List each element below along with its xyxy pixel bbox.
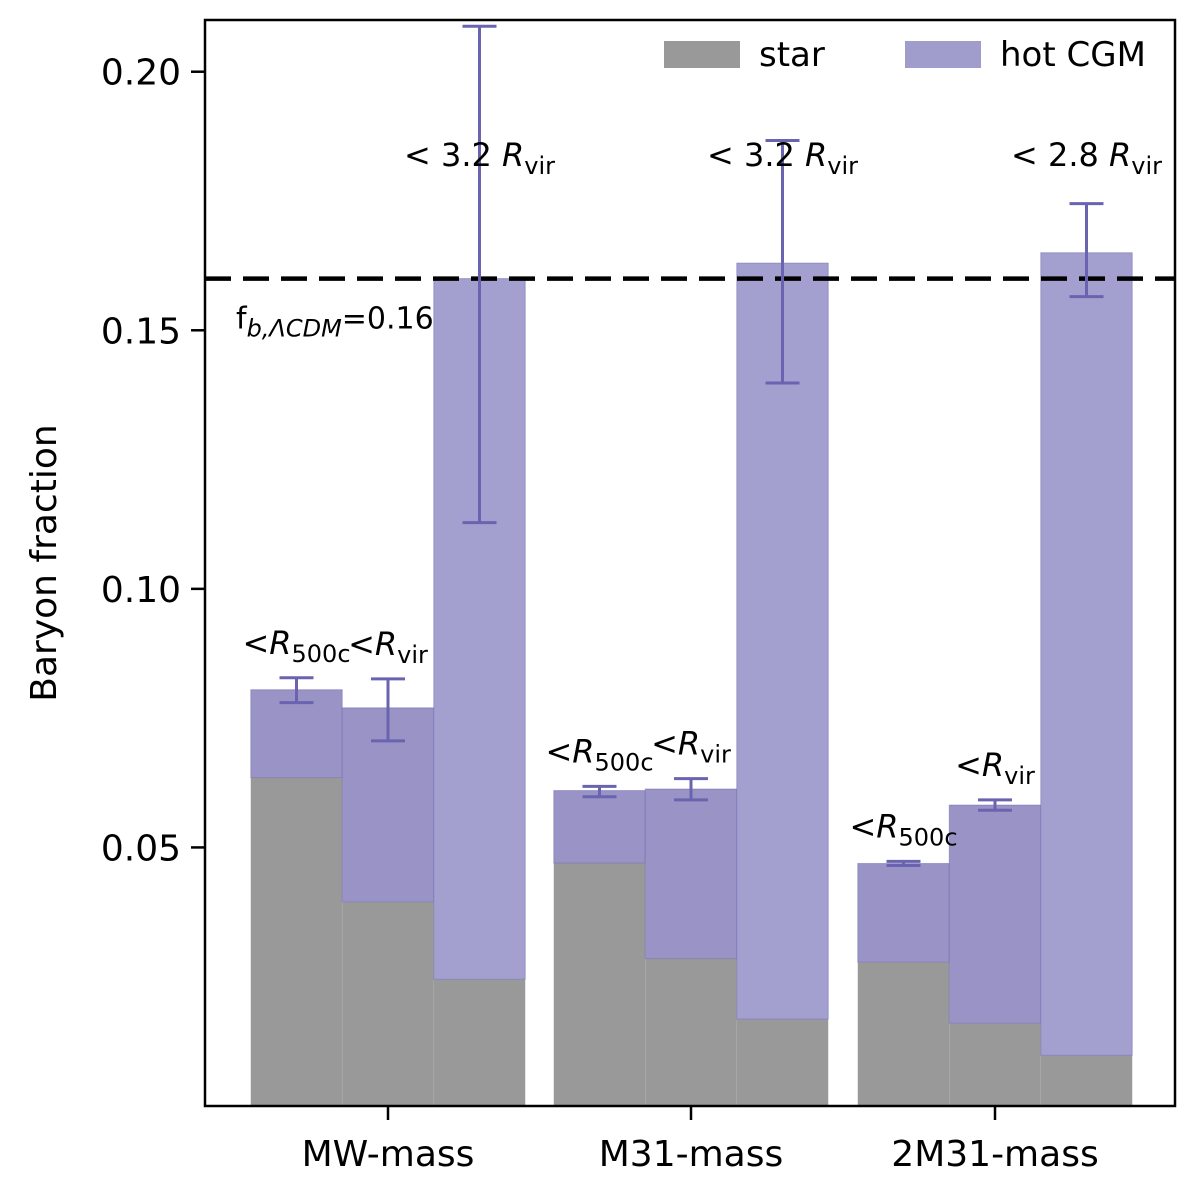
- error-bar-M31-mass-0: [582, 784, 617, 799]
- legend-swatch: [905, 41, 981, 68]
- star-bar-M31-mass-2: [736, 1019, 829, 1106]
- hot-cgm-bar-M31-mass-1: [644, 788, 738, 960]
- star-bar-MW-mass-0: [250, 777, 343, 1106]
- star-bar-2M31-mass-1: [949, 1023, 1041, 1106]
- bar-annotation-M31-mass-0: <R500c: [545, 732, 653, 776]
- error-bar-2M31-mass-1: [978, 798, 1012, 812]
- annotation-subscript: vir: [1004, 762, 1035, 790]
- bar-annotations-layer: <R500c<Rvir< 3.2 Rvir<R500c<Rvir< 3.2 Rv…: [242, 136, 1162, 851]
- error-bars-layer: [279, 24, 1104, 868]
- annotation-subscript: vir: [700, 741, 731, 769]
- annotation-variable: R: [269, 624, 291, 662]
- legend-label: hot CGM: [1000, 35, 1146, 75]
- annotation-prefix: <: [545, 732, 572, 770]
- annotation-prefix: < 3.2: [707, 136, 805, 174]
- annotation-prefix: <: [242, 624, 269, 662]
- reference-label-value: =0.16: [342, 302, 434, 337]
- annotation-subscript: vir: [1131, 152, 1162, 180]
- annotation-subscript: 500c: [899, 823, 958, 851]
- hot-cgm-bar-2M31-mass-0: [857, 862, 950, 963]
- reference-line-label: fb,ΛCDM=0.16: [236, 302, 434, 343]
- hot-cgm-bar-M31-mass-2: [736, 262, 829, 1020]
- annotation-variable: R: [876, 807, 898, 845]
- annotation-variable: R: [678, 725, 700, 763]
- annotation-variable: R: [982, 746, 1004, 784]
- error-bar-MW-mass-2: [462, 24, 497, 525]
- annotation-prefix: <: [651, 725, 678, 763]
- annotation-variable: R: [502, 136, 524, 174]
- annotation-subscript: 500c: [292, 640, 351, 668]
- error-bar-MW-mass-0: [279, 676, 314, 705]
- y-tick-label: 0.20: [101, 53, 181, 94]
- star-bar-M31-mass-0: [553, 862, 646, 1106]
- annotation-prefix: <: [955, 746, 982, 784]
- annotation-subscript: vir: [524, 152, 555, 180]
- legend-item-1: hot CGM: [905, 35, 1146, 75]
- x-tick-label: MW-mass: [302, 1134, 475, 1175]
- bar-annotation-2M31-mass-1: <Rvir: [955, 746, 1035, 790]
- legend-item-0: star: [664, 35, 825, 75]
- x-tick-label: 2M31-mass: [891, 1134, 1098, 1175]
- annotation-prefix: < 2.8: [1011, 136, 1109, 174]
- annotation-variable: R: [572, 732, 594, 770]
- annotation-variable: R: [805, 136, 827, 174]
- error-bar-M31-mass-1: [674, 777, 708, 802]
- annotation-subscript: vir: [827, 152, 858, 180]
- star-bar-MW-mass-1: [342, 901, 434, 1106]
- bar-annotation-2M31-mass-2: < 2.8 Rvir: [1011, 136, 1162, 180]
- annotation-variable: R: [375, 625, 397, 663]
- error-bar-2M31-mass-0: [886, 859, 921, 868]
- star-bar-M31-mass-1: [645, 958, 737, 1106]
- legend-label: star: [759, 35, 825, 75]
- annotation-subscript: vir: [397, 641, 428, 669]
- annotation-prefix: <: [849, 807, 876, 845]
- error-bar-2M31-mass-2: [1069, 202, 1104, 299]
- legend: star hot CGM: [664, 35, 1146, 75]
- annotation-prefix: <: [348, 625, 375, 663]
- error-bar-M31-mass-2: [765, 138, 800, 385]
- hot-cgm-bar-2M31-mass-2: [1040, 252, 1133, 1056]
- error-bar-MW-mass-1: [371, 677, 405, 743]
- star-bar-MW-mass-2: [433, 979, 526, 1106]
- axes-layer: 0.05 0.10 0.15 0.20 MW-mass M31-mass 2M31-mass: [101, 53, 1099, 1175]
- hot-cgm-bar-M31-mass-0: [553, 790, 646, 864]
- reference-line-layer: fb,ΛCDM=0.16: [205, 276, 1175, 343]
- hot-cgm-bar-MW-mass-0: [250, 689, 343, 779]
- bar-annotation-2M31-mass-0: <R500c: [849, 807, 957, 851]
- annotation-prefix: < 3.2: [404, 136, 502, 174]
- bar-annotation-MW-mass-2: < 3.2 Rvir: [404, 136, 555, 180]
- y-tick-label: 0.10: [101, 570, 181, 611]
- star-bar-2M31-mass-2: [1040, 1055, 1133, 1106]
- y-tick-label: 0.15: [101, 311, 181, 352]
- bar-annotation-M31-mass-2: < 3.2 Rvir: [707, 136, 858, 180]
- y-tick-label: 0.05: [101, 828, 181, 869]
- y-axis-label: Baryon fraction: [24, 424, 65, 701]
- bar-annotation-MW-mass-0: <R500c: [242, 624, 350, 668]
- bar-annotation-MW-mass-1: <Rvir: [348, 625, 428, 669]
- legend-swatch: [664, 41, 740, 68]
- annotation-variable: R: [1109, 136, 1131, 174]
- reference-label-subscript: b,ΛCDM: [247, 315, 343, 343]
- star-bar-2M31-mass-0: [857, 962, 950, 1106]
- annotation-subscript: 500c: [595, 748, 654, 776]
- x-tick-label: M31-mass: [599, 1134, 784, 1175]
- reference-label-main: f: [236, 302, 248, 337]
- bar-annotation-M31-mass-1: <Rvir: [651, 725, 731, 769]
- hot-cgm-bar-2M31-mass-1: [948, 804, 1042, 1024]
